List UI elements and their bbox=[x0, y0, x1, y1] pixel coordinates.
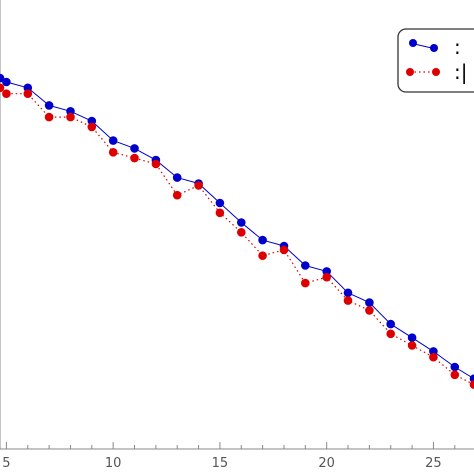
series-2-point bbox=[108, 148, 118, 157]
legend-marker-series-2-b bbox=[432, 68, 440, 76]
series-2-point bbox=[279, 245, 289, 255]
series-1-point bbox=[386, 319, 396, 329]
series-1-point bbox=[87, 116, 97, 126]
series-2-point bbox=[215, 208, 225, 218]
series-2-point bbox=[0, 83, 5, 93]
series-1-point bbox=[108, 136, 118, 145]
series-2-point bbox=[450, 370, 460, 380]
series-2-point bbox=[87, 122, 97, 132]
series-1-point bbox=[407, 333, 417, 343]
series-2-point bbox=[66, 112, 75, 122]
series-2-line bbox=[0, 87, 474, 386]
series-2-point bbox=[343, 296, 353, 305]
series-2-point bbox=[322, 272, 332, 282]
x-tick-label: 20 bbox=[318, 456, 335, 471]
series-2-point bbox=[258, 251, 267, 260]
series-2-point bbox=[44, 112, 54, 122]
series-1-point bbox=[130, 144, 139, 153]
series-2-point bbox=[301, 278, 310, 288]
series-1-point bbox=[23, 83, 33, 93]
series-1-point bbox=[172, 173, 182, 182]
series-1-point bbox=[44, 101, 54, 110]
series-2-point bbox=[407, 341, 417, 350]
x-tick-label: 5 bbox=[2, 456, 10, 471]
series-1-point bbox=[2, 77, 11, 87]
series-1-line bbox=[0, 77, 474, 380]
x-tick-label: 10 bbox=[105, 456, 122, 471]
legend-marker-series-1-b bbox=[430, 44, 438, 52]
x-tick-label: 25 bbox=[425, 456, 442, 471]
series-2-point bbox=[130, 153, 139, 163]
x-tick-label: 15 bbox=[212, 456, 229, 471]
series-1-point bbox=[237, 218, 246, 227]
series-layer bbox=[0, 73, 474, 389]
legend: : :| bbox=[397, 28, 474, 93]
series-2-point bbox=[172, 190, 182, 200]
series-2-point bbox=[2, 89, 11, 98]
series-2-point bbox=[469, 380, 474, 389]
series-1-point bbox=[215, 198, 225, 208]
series-2-point bbox=[365, 306, 374, 315]
legend-label-series-2: :| bbox=[454, 60, 467, 84]
plot-frame bbox=[0, 0, 474, 450]
series-1-point bbox=[258, 235, 267, 245]
legend-label-series-1: : bbox=[454, 35, 461, 59]
series-2-point bbox=[194, 181, 203, 190]
series-2-point bbox=[151, 159, 161, 169]
series-2-point bbox=[23, 89, 33, 98]
series-2-point bbox=[386, 329, 396, 339]
series-2-point bbox=[237, 228, 246, 237]
x-axis: 5 10 15 20 25 bbox=[2, 442, 456, 471]
series-1-point bbox=[365, 298, 374, 307]
series-1-point bbox=[301, 261, 310, 270]
legend-marker-series-2-a bbox=[406, 68, 414, 76]
series-1-point bbox=[343, 288, 353, 298]
series-2-point bbox=[429, 352, 438, 362]
series-1-point bbox=[450, 362, 460, 372]
legend-marker-series-1-a bbox=[409, 39, 417, 47]
